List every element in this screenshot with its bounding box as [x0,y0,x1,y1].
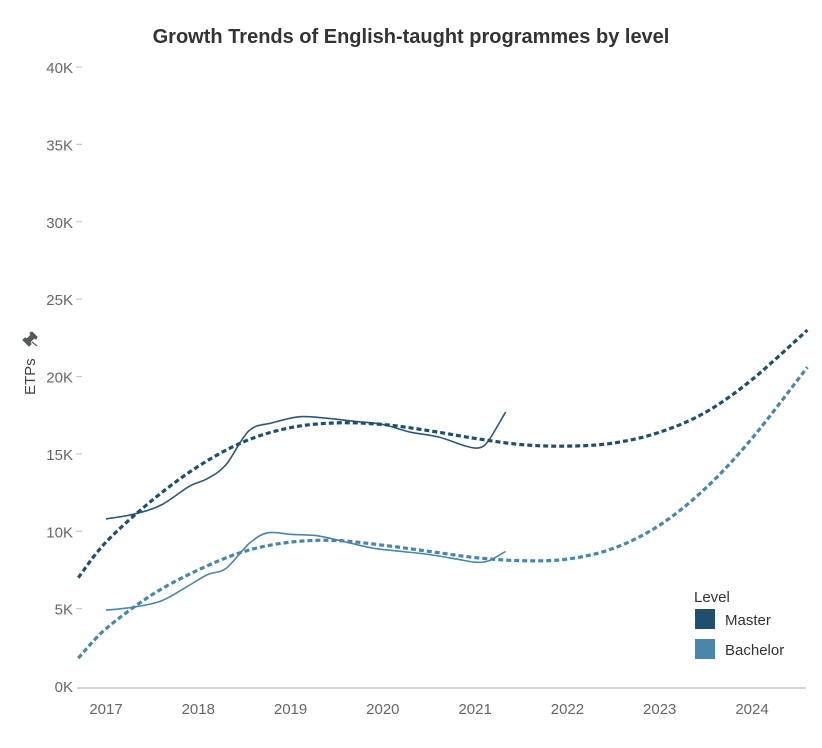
x-tick-label: 2017 [89,701,122,718]
bachelor-trend-line [77,366,809,660]
legend-item-master[interactable]: Master [695,609,771,629]
legend-title: Level [694,589,730,606]
y-tick-label: 30K [46,215,73,232]
y-axis-title: ETPs [22,358,39,395]
legend: Level Master Bachelor [694,589,784,659]
y-tick-label: 20K [46,370,73,387]
x-tick-label: 2019 [274,701,307,718]
x-axis: 2017 2018 2019 2020 2021 2022 2023 2024 [77,687,806,718]
y-tick-label: 0K [55,679,73,696]
y-tick-label: 5K [55,602,73,619]
x-tick-label: 2020 [366,701,399,718]
legend-swatch-bachelor [695,639,715,659]
y-tick-label: 10K [46,524,73,541]
x-tick-label: 2018 [182,701,215,718]
legend-label-master: Master [725,612,771,629]
series-layer [77,328,809,660]
legend-swatch-master [695,609,715,629]
y-tick-label: 40K [46,60,73,77]
legend-item-bachelor[interactable]: Bachelor [695,639,784,659]
y-axis: 0K 5K 10K 15K 20K 25K 30K 35K 40K [46,60,82,696]
y-tick-label: 15K [46,447,73,464]
y-tick-label: 35K [46,137,73,154]
y-tick-label: 25K [46,292,73,309]
bachelor-actual-line [105,531,506,611]
master-trend-line [77,328,809,579]
chart-title: Growth Trends of English-taught programm… [152,26,670,48]
master-actual-line [105,411,507,520]
x-tick-label: 2022 [551,701,584,718]
legend-label-bachelor: Bachelor [725,642,784,659]
x-tick-label: 2021 [458,701,491,718]
x-tick-label: 2024 [735,701,768,718]
y-axis-title-group: ETPs [22,331,39,395]
x-tick-label: 2023 [643,701,676,718]
pin-icon[interactable] [22,331,38,347]
